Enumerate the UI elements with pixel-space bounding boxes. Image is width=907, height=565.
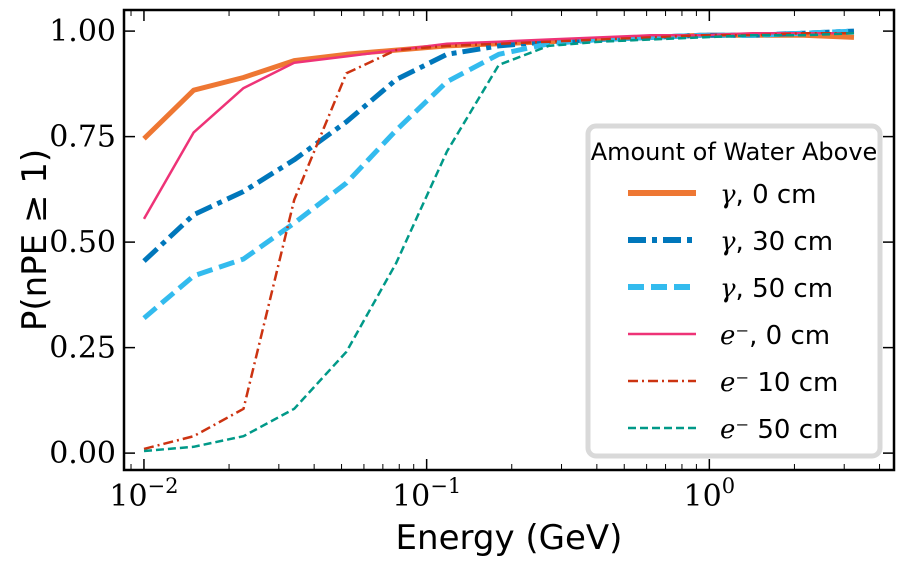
x-axis-title: Energy (GeV): [396, 518, 623, 558]
legend: Amount of Water Above γ, 0 cmγ, 30 cmγ, …: [585, 123, 883, 459]
plot-frame: [122, 8, 896, 472]
x-tick-label: 10−1: [392, 474, 461, 514]
series-line-5: [143, 31, 855, 453]
legend-label-5: e⁻ 50 cm: [720, 415, 838, 445]
y-tick-label: 0.00: [49, 436, 116, 471]
ticks-layer: 0.00 0.25 0.50 0.75 1.00 10−2 10−1 100: [49, 10, 894, 514]
y-tick-label: 0.75: [49, 120, 116, 155]
series-line-3: [142, 31, 854, 220]
legend-label-3: e⁻, 0 cm: [720, 321, 830, 351]
legend-box: [585, 123, 883, 459]
y-tick-label: 1.00: [49, 14, 116, 49]
y-tick-label: 0.50: [49, 225, 116, 260]
legend-items: γ, 0 cm γ, 30 cm γ, 50 cm e⁻, 0 cm e⁻ 10 cm e…: [628, 180, 838, 445]
x-tick-label: 100: [684, 474, 736, 514]
series-line-0: [142, 32, 855, 141]
y-axis-title: P(nPE ≥ 1): [15, 149, 55, 331]
legend-label-1: γ, 30 cm: [720, 227, 833, 257]
x-tick-label: 10−2: [109, 474, 178, 514]
legend-label-4: e⁻ 10 cm: [720, 368, 838, 398]
series-line-4: [143, 31, 854, 451]
legend-title: Amount of Water Above: [591, 138, 878, 166]
series-layer: [142, 28, 855, 453]
y-tick-label: 0.25: [49, 331, 116, 366]
legend-label-0: γ, 0 cm: [720, 180, 817, 210]
series-line-2: [142, 28, 855, 321]
legend-label-2: γ, 50 cm: [720, 274, 833, 304]
